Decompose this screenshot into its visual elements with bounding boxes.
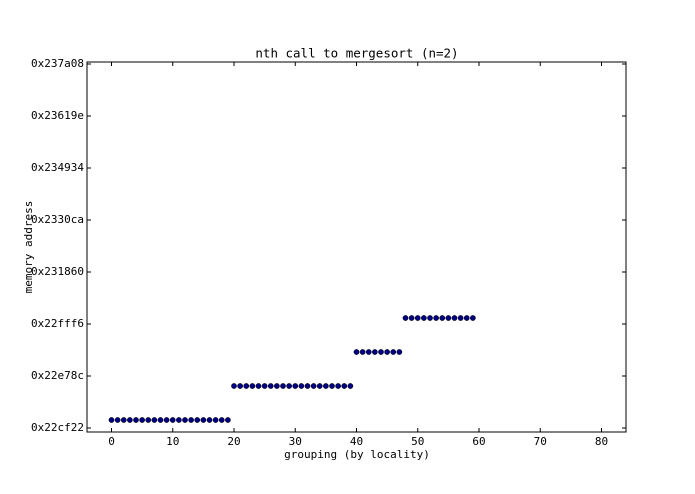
point: [323, 383, 329, 389]
y-tick-label: 0x234934: [31, 161, 84, 174]
point: [218, 417, 225, 423]
point: [151, 417, 158, 423]
point: [445, 315, 452, 321]
y-tick-label: 0x22fff6: [31, 317, 84, 330]
point: [439, 315, 446, 321]
x-tick-label: 30: [289, 435, 302, 448]
point: [365, 349, 372, 355]
point: [414, 315, 421, 321]
point: [231, 383, 237, 389]
y-axis-label: memory address: [22, 201, 35, 294]
point: [194, 417, 201, 423]
x-axis-label: grouping (by locality): [284, 448, 430, 461]
point: [347, 383, 354, 389]
point: [182, 417, 188, 423]
y-tick-label: 0x231860: [31, 265, 84, 278]
y-tick-label: 0x2330ca: [31, 213, 84, 226]
point: [304, 383, 311, 389]
point: [280, 383, 286, 389]
point: [470, 315, 476, 321]
point: [384, 349, 390, 355]
point: [292, 383, 299, 389]
point: [255, 383, 262, 389]
point: [163, 417, 170, 423]
point: [157, 417, 164, 423]
point: [176, 417, 182, 423]
point: [108, 417, 115, 423]
point: [298, 383, 305, 389]
point: [188, 417, 194, 423]
point: [372, 349, 378, 355]
chart-title: nth call to mergesort (n=2): [255, 46, 458, 61]
point: [120, 417, 127, 423]
y-tick-label: 0x237a08: [31, 57, 84, 70]
point: [316, 383, 323, 389]
point: [133, 417, 139, 423]
point: [457, 315, 464, 321]
x-tick-label: 60: [472, 435, 485, 448]
point: [341, 383, 348, 389]
point: [145, 417, 152, 423]
point: [402, 315, 409, 321]
point: [353, 349, 360, 355]
point: [261, 383, 268, 389]
point: [396, 349, 403, 355]
point: [267, 383, 274, 389]
point: [206, 417, 213, 423]
x-tick-label: 20: [227, 435, 240, 448]
point: [335, 383, 341, 389]
x-tick-label: 50: [411, 435, 424, 448]
point: [421, 315, 427, 321]
point: [286, 383, 292, 389]
point: [329, 383, 335, 389]
point: [359, 349, 366, 355]
point: [433, 315, 439, 321]
point: [169, 417, 176, 423]
x-tick-label: 0: [108, 435, 115, 448]
x-tick-label: 70: [534, 435, 547, 448]
point: [249, 383, 256, 389]
y-tick-label: 0x22e78c: [31, 369, 84, 382]
point: [378, 349, 384, 355]
point: [139, 417, 145, 423]
point: [310, 383, 317, 389]
x-tick-label: 10: [166, 435, 179, 448]
point: [225, 417, 231, 423]
point: [451, 315, 458, 321]
point: [427, 315, 433, 321]
point: [114, 417, 121, 423]
point: [274, 383, 280, 389]
x-tick-label: 40: [350, 435, 363, 448]
x-tick-label: 80: [595, 435, 608, 448]
y-tick-label: 0x23619e: [31, 109, 84, 122]
point: [127, 417, 133, 423]
point: [200, 417, 207, 423]
point: [237, 383, 243, 389]
point: [463, 315, 470, 321]
point: [212, 417, 219, 423]
point: [408, 315, 415, 321]
point: [243, 383, 250, 389]
point: [390, 349, 397, 355]
y-tick-label: 0x22cf22: [31, 421, 84, 434]
